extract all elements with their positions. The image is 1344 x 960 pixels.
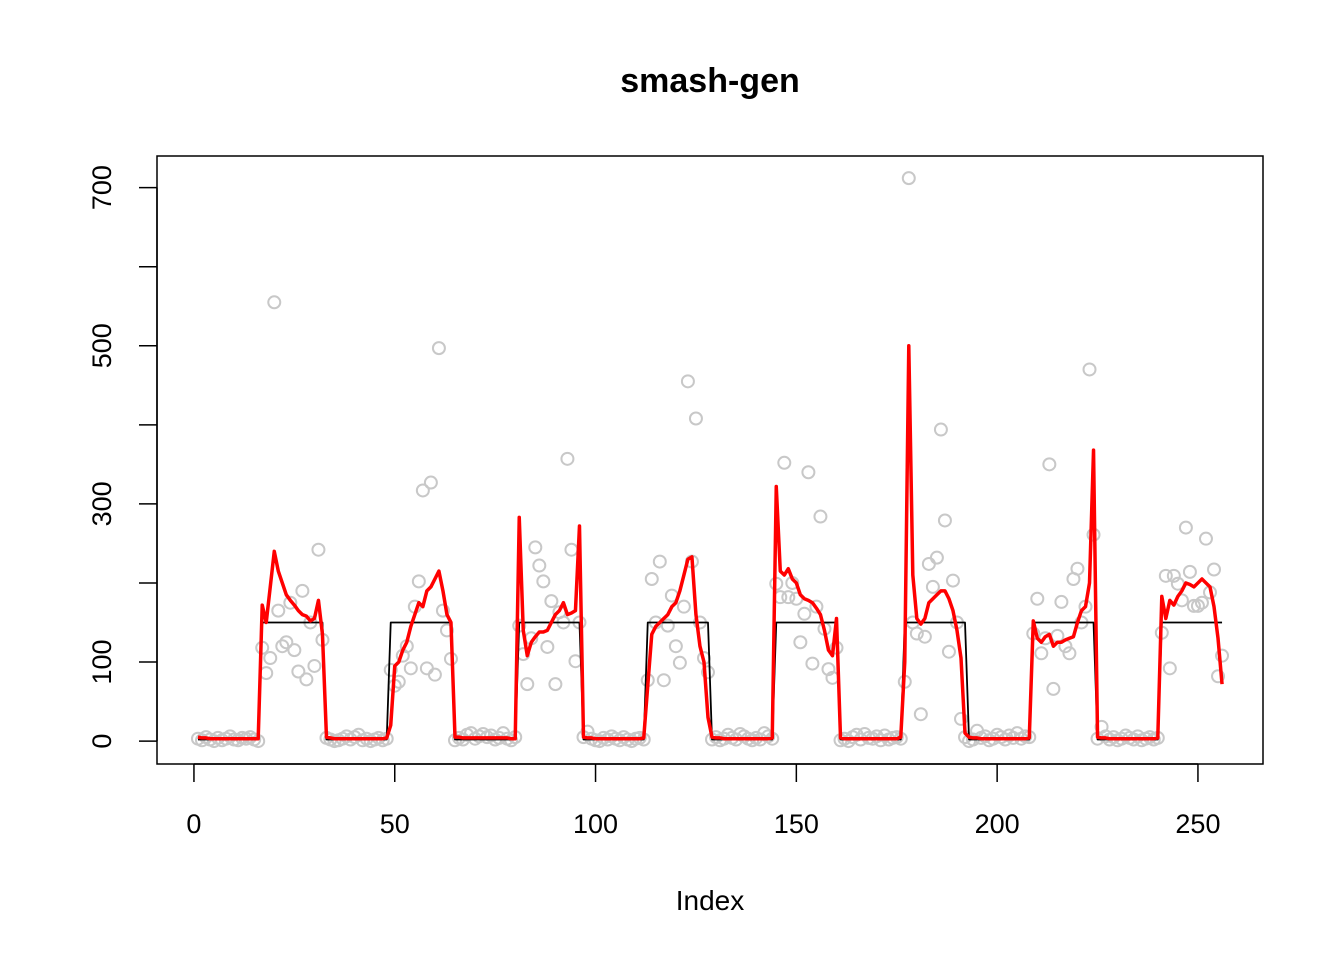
data-point — [267, 295, 282, 310]
data-point — [1166, 568, 1181, 583]
data-point — [1034, 646, 1049, 661]
data-point — [1211, 669, 1226, 684]
x-tick-label: 250 — [1175, 809, 1220, 839]
data-point — [813, 509, 828, 524]
x-tick-label: 100 — [573, 809, 618, 839]
data-point — [411, 574, 426, 589]
data-point — [592, 734, 607, 749]
data-point — [941, 644, 956, 659]
data-point — [564, 542, 579, 557]
data-point — [1207, 562, 1222, 577]
data-point — [263, 651, 278, 666]
x-tick-label: 200 — [975, 809, 1020, 839]
data-point — [532, 558, 547, 573]
data-point — [291, 664, 306, 679]
data-point — [279, 635, 294, 650]
x-tick-label: 50 — [380, 809, 410, 839]
data-point — [913, 707, 928, 722]
data-point — [917, 629, 932, 644]
data-point — [1158, 568, 1173, 583]
data-point — [656, 673, 671, 688]
data-point — [821, 662, 836, 677]
data-point — [568, 654, 583, 669]
data-point — [536, 574, 551, 589]
data-point — [1178, 520, 1193, 535]
data-point — [1182, 564, 1197, 579]
data-point — [383, 662, 398, 677]
data-point — [1046, 681, 1061, 696]
data-point — [419, 661, 434, 676]
data-point — [801, 465, 816, 480]
data-point — [548, 677, 563, 692]
data-point — [925, 579, 940, 594]
data-point — [777, 455, 792, 470]
data-point — [909, 626, 924, 641]
data-point — [540, 639, 555, 654]
data-point — [660, 618, 675, 633]
y-tick-label: 300 — [87, 481, 117, 526]
y-tick-label: 500 — [87, 323, 117, 368]
x-axis-label: Index — [676, 885, 745, 916]
data-point — [283, 595, 298, 610]
data-point — [415, 483, 430, 498]
data-point — [1215, 648, 1230, 663]
data-point — [403, 661, 418, 676]
data-point — [1194, 595, 1209, 610]
data-point — [295, 583, 310, 598]
data-point — [809, 599, 824, 614]
data-line — [197, 344, 1224, 741]
data-point — [307, 658, 322, 673]
data-point — [937, 513, 952, 528]
data-point — [528, 540, 543, 555]
data-point — [1190, 598, 1205, 613]
chart-title: smash-gen — [620, 62, 800, 100]
data-point — [287, 643, 302, 658]
data-point — [1186, 598, 1201, 613]
data-point — [688, 411, 703, 426]
data-point — [668, 639, 683, 654]
y-tick-label: 100 — [87, 639, 117, 684]
y-tick-label: 700 — [87, 165, 117, 210]
data-point — [921, 556, 936, 571]
data-point — [1162, 661, 1177, 676]
data-point — [676, 599, 691, 614]
data-point — [929, 550, 944, 565]
data-point — [520, 677, 535, 692]
data-point — [299, 672, 314, 687]
data-point — [1070, 561, 1085, 576]
data-point — [644, 571, 659, 586]
data-point — [311, 542, 326, 557]
data-point — [1198, 531, 1213, 546]
x-tick-label: 150 — [774, 809, 819, 839]
data-point — [1082, 362, 1097, 377]
data-point — [700, 665, 715, 680]
data-point — [1054, 594, 1069, 609]
data-point — [901, 171, 916, 186]
data-point — [435, 603, 450, 618]
data-point — [672, 655, 687, 670]
data-point — [797, 606, 812, 621]
data-point — [781, 590, 796, 605]
data-point — [275, 639, 290, 654]
data-point — [1062, 646, 1077, 661]
y-tick-label: 0 — [87, 734, 117, 749]
data-point — [953, 711, 968, 726]
data-point — [945, 573, 960, 588]
data-point — [560, 451, 575, 466]
data-point — [933, 422, 948, 437]
data-point — [793, 635, 808, 650]
data-point — [544, 594, 559, 609]
data-point — [1030, 591, 1045, 606]
x-tick-label: 0 — [186, 809, 201, 839]
data-point — [680, 374, 695, 389]
data-point — [805, 656, 820, 671]
data-point — [652, 554, 667, 569]
data-point — [423, 475, 438, 490]
data-point — [431, 341, 446, 356]
data-point — [271, 603, 286, 618]
data-point — [1042, 457, 1057, 472]
data-point — [427, 667, 442, 682]
